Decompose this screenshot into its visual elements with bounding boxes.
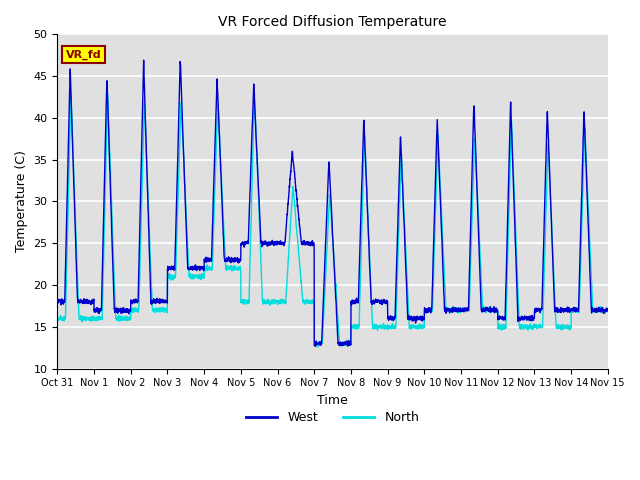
Text: VR_fd: VR_fd	[66, 50, 101, 60]
West	[54, 297, 61, 302]
West	[265, 240, 273, 246]
North	[289, 190, 296, 196]
North	[54, 316, 61, 322]
West	[593, 307, 601, 312]
North	[116, 313, 124, 319]
North	[604, 307, 612, 312]
Y-axis label: Temperature (C): Temperature (C)	[15, 151, 28, 252]
West	[604, 306, 612, 312]
West	[116, 308, 124, 313]
North	[149, 306, 157, 312]
X-axis label: Time: Time	[317, 394, 348, 407]
Title: VR Forced Diffusion Temperature: VR Forced Diffusion Temperature	[218, 15, 447, 29]
West	[534, 307, 542, 313]
North	[593, 308, 601, 313]
North	[314, 344, 322, 350]
North	[251, 91, 259, 97]
Line: North: North	[58, 94, 608, 347]
North	[265, 300, 273, 306]
West	[289, 149, 296, 155]
West	[149, 297, 157, 303]
Line: West: West	[58, 60, 608, 347]
North	[534, 323, 542, 329]
Legend: West, North: West, North	[241, 406, 424, 429]
West	[312, 344, 319, 349]
West	[140, 57, 147, 63]
